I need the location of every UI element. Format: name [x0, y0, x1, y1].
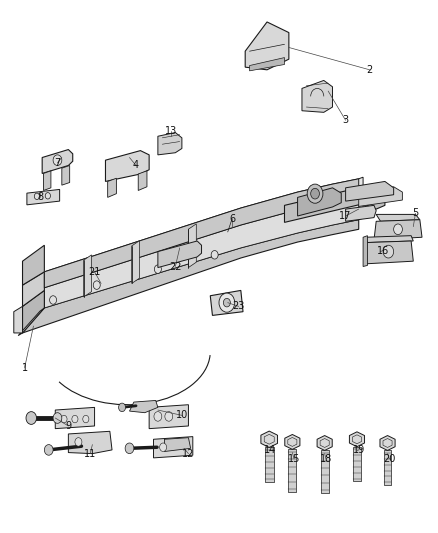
Text: 6: 6	[229, 214, 235, 224]
Polygon shape	[350, 432, 364, 447]
Polygon shape	[44, 198, 363, 308]
Text: 19: 19	[353, 445, 365, 455]
Polygon shape	[245, 22, 289, 70]
Text: 21: 21	[88, 267, 101, 277]
Polygon shape	[22, 200, 359, 333]
Polygon shape	[14, 306, 22, 333]
Polygon shape	[68, 431, 112, 454]
Polygon shape	[302, 80, 332, 112]
Circle shape	[83, 415, 89, 423]
Text: 11: 11	[84, 449, 96, 458]
Text: 10: 10	[176, 410, 188, 421]
Polygon shape	[149, 405, 188, 429]
Circle shape	[75, 438, 82, 446]
Polygon shape	[22, 245, 44, 285]
Polygon shape	[42, 150, 73, 173]
Polygon shape	[359, 187, 403, 206]
Circle shape	[93, 281, 100, 289]
Circle shape	[61, 415, 67, 423]
Circle shape	[34, 193, 39, 199]
Circle shape	[165, 411, 173, 421]
Polygon shape	[44, 196, 359, 308]
Polygon shape	[374, 220, 422, 240]
Text: 4: 4	[133, 160, 139, 171]
Circle shape	[49, 296, 57, 304]
Circle shape	[307, 184, 323, 203]
Circle shape	[154, 265, 161, 273]
Text: 2: 2	[367, 65, 373, 75]
Polygon shape	[153, 437, 193, 458]
Text: 20: 20	[383, 454, 396, 464]
Circle shape	[159, 443, 166, 451]
Text: 17: 17	[339, 211, 352, 221]
Polygon shape	[22, 272, 44, 306]
Circle shape	[44, 445, 53, 455]
Polygon shape	[380, 435, 395, 450]
Text: 23: 23	[233, 301, 245, 311]
Polygon shape	[317, 435, 332, 450]
Polygon shape	[43, 171, 51, 190]
Circle shape	[311, 188, 319, 199]
Text: 18: 18	[320, 454, 332, 464]
Text: 5: 5	[412, 208, 419, 219]
Circle shape	[53, 155, 62, 165]
Polygon shape	[132, 241, 140, 284]
Polygon shape	[18, 308, 44, 336]
Text: 16: 16	[377, 246, 389, 255]
Polygon shape	[84, 255, 92, 297]
Polygon shape	[188, 224, 196, 268]
Polygon shape	[346, 181, 394, 201]
Polygon shape	[44, 179, 359, 288]
Circle shape	[125, 443, 134, 454]
Polygon shape	[261, 431, 278, 448]
Polygon shape	[158, 133, 182, 155]
Circle shape	[383, 245, 394, 258]
Polygon shape	[106, 151, 149, 181]
Text: 15: 15	[288, 454, 300, 464]
Circle shape	[72, 415, 78, 423]
Polygon shape	[108, 178, 117, 197]
Circle shape	[219, 293, 235, 312]
Circle shape	[211, 251, 218, 259]
Circle shape	[154, 411, 162, 421]
Text: 3: 3	[343, 115, 349, 125]
Circle shape	[26, 411, 36, 424]
Polygon shape	[250, 58, 285, 71]
Polygon shape	[285, 434, 300, 449]
Polygon shape	[44, 177, 363, 288]
Circle shape	[119, 403, 126, 411]
Polygon shape	[297, 188, 341, 216]
Polygon shape	[158, 241, 201, 268]
Text: 1: 1	[21, 362, 28, 373]
Polygon shape	[138, 171, 147, 190]
Text: 9: 9	[65, 421, 71, 431]
Polygon shape	[363, 236, 367, 266]
Polygon shape	[285, 187, 385, 222]
Circle shape	[223, 298, 230, 307]
Circle shape	[45, 192, 50, 199]
Polygon shape	[346, 205, 376, 221]
Polygon shape	[62, 165, 70, 185]
Circle shape	[53, 413, 62, 423]
Polygon shape	[55, 407, 95, 429]
Polygon shape	[27, 189, 60, 205]
Polygon shape	[376, 214, 420, 221]
Polygon shape	[210, 290, 243, 316]
Text: 13: 13	[165, 126, 177, 136]
Polygon shape	[365, 241, 413, 264]
Text: 22: 22	[169, 262, 182, 271]
Polygon shape	[22, 290, 44, 333]
Text: 12: 12	[182, 449, 194, 458]
Text: 8: 8	[37, 192, 43, 203]
Polygon shape	[365, 236, 413, 243]
Text: 14: 14	[265, 445, 277, 455]
Circle shape	[394, 224, 403, 235]
Polygon shape	[130, 400, 158, 413]
Polygon shape	[164, 438, 191, 451]
Text: 7: 7	[54, 158, 60, 168]
